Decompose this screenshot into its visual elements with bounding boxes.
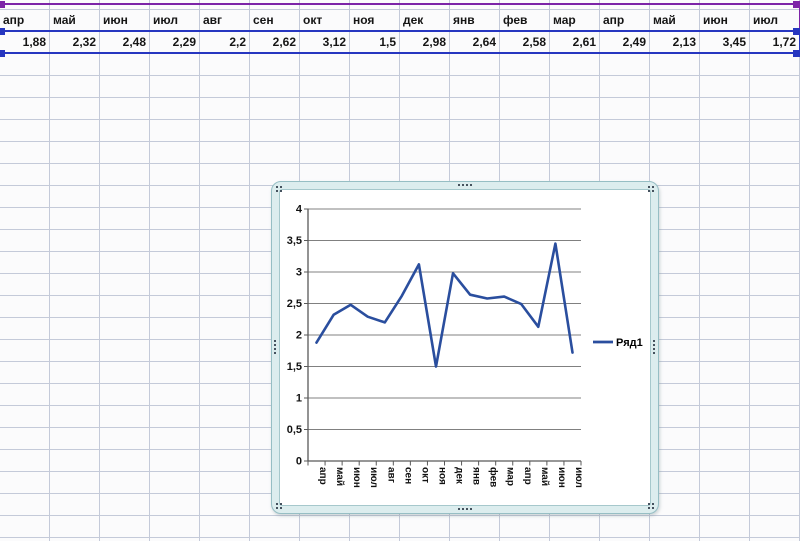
x-axis-label: май	[539, 467, 550, 486]
value-cell[interactable]: 2,62	[272, 35, 296, 49]
value-cell[interactable]: 2,2	[229, 35, 246, 49]
chart-resize-handle-bottom-center[interactable]	[458, 508, 460, 510]
range-handle-bottom-right[interactable]	[793, 50, 800, 57]
month-cell[interactable]: янв	[453, 13, 475, 27]
x-axis-label: янв	[471, 467, 482, 485]
value-cell[interactable]: 1,88	[22, 35, 46, 49]
month-cell[interactable]: сен	[253, 13, 274, 27]
month-cell[interactable]: ноя	[353, 13, 375, 27]
x-axis-label: июл	[573, 467, 584, 488]
month-cell[interactable]: мар	[553, 13, 576, 27]
y-axis-label: 4	[296, 204, 303, 216]
x-axis-label: фев	[488, 467, 500, 487]
x-axis-label: сен	[402, 467, 413, 484]
y-axis-label: 2	[296, 330, 302, 342]
month-cell[interactable]: май	[53, 13, 76, 27]
x-axis-label: дек	[454, 467, 465, 485]
x-axis-label: июл	[368, 467, 379, 488]
y-axis-label: 2,5	[287, 298, 302, 310]
x-axis-label: апр	[522, 467, 533, 485]
legend-label[interactable]: Ряд1	[616, 337, 643, 349]
value-cell[interactable]: 2,98	[422, 35, 446, 49]
y-axis-label: 1,5	[287, 361, 302, 373]
y-axis-label: 0,5	[287, 424, 302, 436]
range-handle-bottom-left[interactable]	[0, 50, 5, 57]
x-axis-label: апр	[317, 467, 328, 485]
month-cell[interactable]: фев	[503, 13, 528, 27]
month-cell[interactable]: апр	[603, 13, 625, 27]
x-axis-label: мар	[505, 467, 516, 486]
chart-area[interactable]: 0 0,5 1 1,5 2 2,5 3 3,5 4 апр май июн июл авг сен окт но…	[279, 189, 651, 506]
chart-resize-handle-top-right[interactable]	[648, 186, 650, 188]
value-cell[interactable]: 2,49	[622, 35, 646, 49]
x-axis-label: окт	[419, 467, 430, 483]
category-range-selection-border[interactable]	[0, 3, 800, 32]
x-axis-label: ноя	[437, 467, 448, 485]
value-cell[interactable]: 3,45	[722, 35, 746, 49]
y-axis-label: 3,5	[287, 235, 302, 247]
month-cell[interactable]: дек	[403, 13, 424, 27]
y-axis-label: 0	[296, 456, 302, 468]
chart-resize-handle-bottom-right[interactable]	[648, 503, 650, 505]
chart-resize-handle-top-center[interactable]	[458, 184, 460, 186]
y-axis-label: 1	[296, 393, 302, 405]
chart-resize-handle-mid-right[interactable]	[653, 340, 655, 342]
value-cell[interactable]: 2,61	[572, 35, 596, 49]
x-axis-label: май	[334, 467, 345, 486]
value-cell[interactable]: 1,5	[379, 35, 396, 49]
y-axis-label: 3	[296, 267, 302, 279]
value-cell[interactable]: 2,29	[172, 35, 196, 49]
month-cell[interactable]: июн	[103, 13, 128, 27]
month-cell[interactable]: июл	[753, 13, 778, 27]
month-cell[interactable]: апр	[3, 13, 25, 27]
value-cell[interactable]: 1,72	[772, 35, 796, 49]
range-handle-mid-right[interactable]	[793, 28, 800, 35]
range-handle-mid-left[interactable]	[0, 28, 5, 35]
month-cell[interactable]: июн	[703, 13, 728, 27]
value-cell[interactable]: 2,64	[472, 35, 496, 49]
month-cell[interactable]: авг	[203, 13, 223, 27]
month-cell[interactable]: окт	[303, 13, 323, 27]
x-axis-label: июн	[351, 467, 362, 488]
series-line[interactable]	[315, 242, 574, 368]
chart-resize-handle-bottom-left[interactable]	[276, 503, 278, 505]
value-cell[interactable]: 3,12	[322, 35, 346, 49]
value-row: 1,88 2,32 2,48 2,29 2,2 2,62 3,12 1,5 2,98 2,64 2,…	[0, 31, 800, 53]
range-handle-top-right[interactable]	[793, 1, 800, 8]
value-cell[interactable]: 2,13	[672, 35, 696, 49]
month-cell[interactable]: май	[653, 13, 676, 27]
x-axis-label: авг	[385, 467, 396, 483]
category-row: апр май июн июл авг сен окт ноя дек янв фев мар апр м…	[0, 9, 800, 31]
value-range-selection-border[interactable]	[0, 30, 800, 54]
x-axis-label: июн	[556, 467, 567, 488]
value-cell[interactable]: 2,48	[122, 35, 146, 49]
range-handle-top-left[interactable]	[0, 1, 5, 8]
value-cell[interactable]: 2,32	[72, 35, 96, 49]
chart-resize-handle-mid-left[interactable]	[274, 340, 276, 342]
chart-resize-handle-top-left[interactable]	[276, 186, 278, 188]
month-cell[interactable]: июл	[153, 13, 178, 27]
chart-object[interactable]: 0 0,5 1 1,5 2 2,5 3 3,5 4 апр май июн июл авг сен окт но…	[271, 181, 659, 514]
value-cell[interactable]: 2,58	[522, 35, 546, 49]
